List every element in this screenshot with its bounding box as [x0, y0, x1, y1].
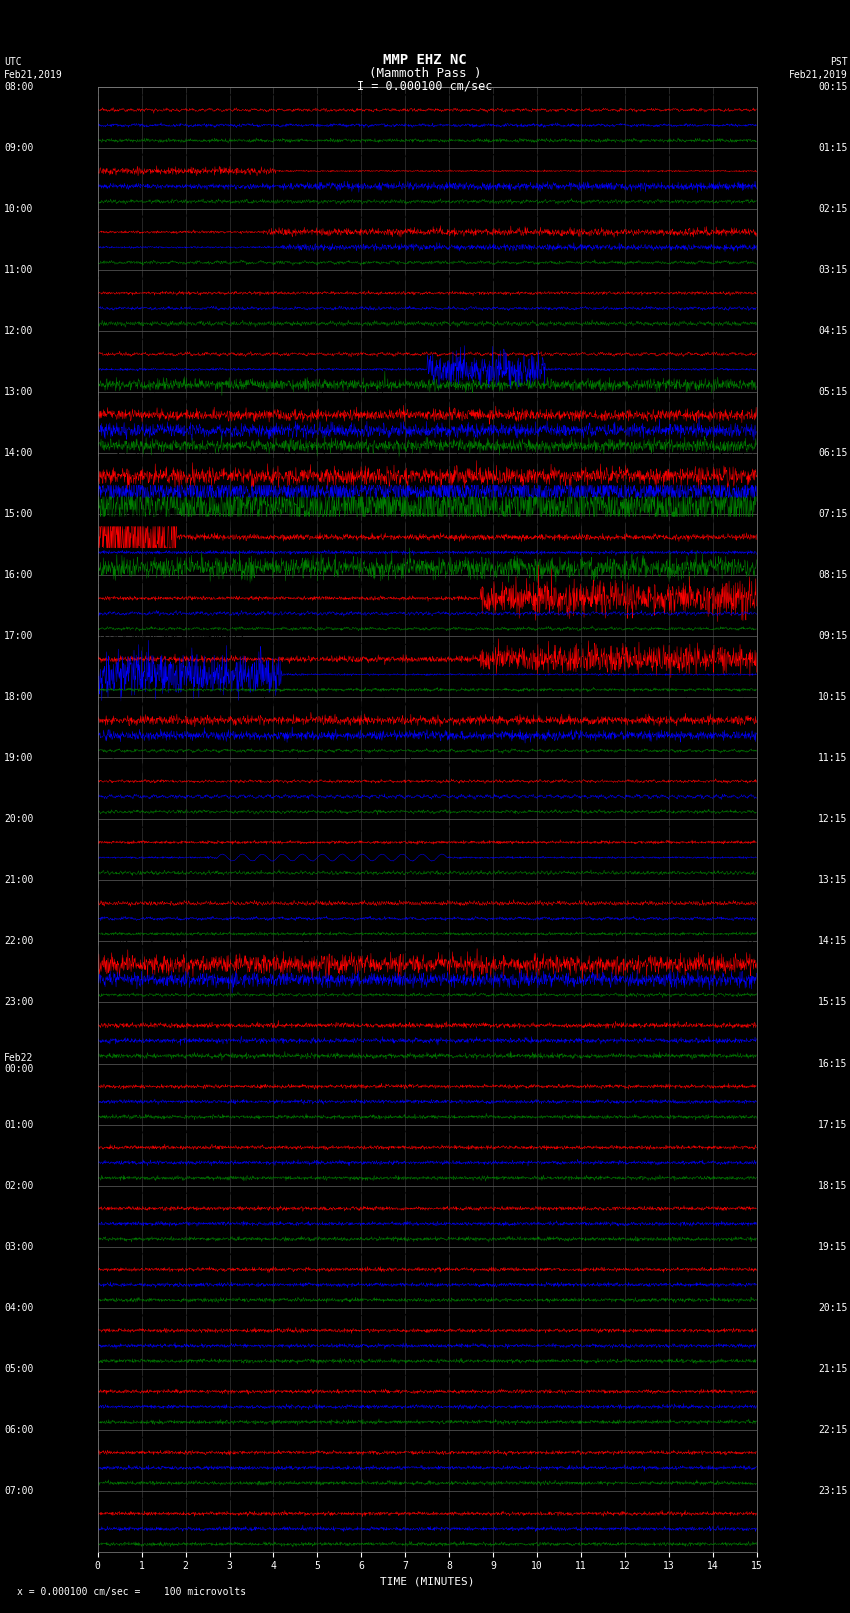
- Text: 10:15: 10:15: [818, 692, 847, 702]
- Text: 03:15: 03:15: [818, 265, 847, 276]
- Text: 02:00: 02:00: [4, 1181, 34, 1190]
- Text: Feb22
00:00: Feb22 00:00: [4, 1053, 34, 1074]
- Text: 15:00: 15:00: [4, 510, 34, 519]
- Text: 19:00: 19:00: [4, 753, 34, 763]
- Text: I = 0.000100 cm/sec: I = 0.000100 cm/sec: [357, 79, 493, 92]
- Text: 17:00: 17:00: [4, 631, 34, 642]
- Text: MMP EHZ NC: MMP EHZ NC: [383, 53, 467, 66]
- Text: 05:15: 05:15: [818, 387, 847, 397]
- Text: UTC: UTC: [4, 56, 22, 66]
- Text: 11:15: 11:15: [818, 753, 847, 763]
- Text: 13:15: 13:15: [818, 876, 847, 886]
- Text: 16:00: 16:00: [4, 571, 34, 581]
- Text: 09:15: 09:15: [818, 631, 847, 642]
- Text: 06:15: 06:15: [818, 448, 847, 458]
- Text: 23:15: 23:15: [818, 1486, 847, 1495]
- Text: PST: PST: [830, 56, 847, 66]
- Text: 21:00: 21:00: [4, 876, 34, 886]
- Text: 03:00: 03:00: [4, 1242, 34, 1252]
- Text: 16:15: 16:15: [818, 1058, 847, 1068]
- Text: 01:15: 01:15: [818, 144, 847, 153]
- Text: 20:00: 20:00: [4, 815, 34, 824]
- Text: 14:15: 14:15: [818, 937, 847, 947]
- Text: 08:00: 08:00: [4, 82, 34, 92]
- Text: 18:15: 18:15: [818, 1181, 847, 1190]
- Text: 19:15: 19:15: [818, 1242, 847, 1252]
- X-axis label: TIME (MINUTES): TIME (MINUTES): [380, 1578, 474, 1587]
- Text: 12:00: 12:00: [4, 326, 34, 336]
- Text: 04:00: 04:00: [4, 1303, 34, 1313]
- Text: 05:00: 05:00: [4, 1363, 34, 1374]
- Text: 18:00: 18:00: [4, 692, 34, 702]
- Text: 22:00: 22:00: [4, 937, 34, 947]
- Text: x = 0.000100 cm/sec =    100 microvolts: x = 0.000100 cm/sec = 100 microvolts: [17, 1587, 246, 1597]
- Text: 17:15: 17:15: [818, 1119, 847, 1129]
- Text: 07:15: 07:15: [818, 510, 847, 519]
- Text: 07:00: 07:00: [4, 1486, 34, 1495]
- Text: 13:00: 13:00: [4, 387, 34, 397]
- Text: 08:15: 08:15: [818, 571, 847, 581]
- Text: 15:15: 15:15: [818, 997, 847, 1008]
- Text: 04:15: 04:15: [818, 326, 847, 336]
- Text: (Mammoth Pass ): (Mammoth Pass ): [369, 66, 481, 79]
- Text: 10:00: 10:00: [4, 205, 34, 215]
- Text: 14:00: 14:00: [4, 448, 34, 458]
- Text: Feb21,2019: Feb21,2019: [4, 69, 63, 79]
- Text: 09:00: 09:00: [4, 144, 34, 153]
- Text: Feb21,2019: Feb21,2019: [789, 69, 847, 79]
- Text: 21:15: 21:15: [818, 1363, 847, 1374]
- Text: 06:00: 06:00: [4, 1424, 34, 1434]
- Text: 00:15: 00:15: [818, 82, 847, 92]
- Text: 22:15: 22:15: [818, 1424, 847, 1434]
- Text: 12:15: 12:15: [818, 815, 847, 824]
- Text: 20:15: 20:15: [818, 1303, 847, 1313]
- Text: 23:00: 23:00: [4, 997, 34, 1008]
- Text: 11:00: 11:00: [4, 265, 34, 276]
- Text: 01:00: 01:00: [4, 1119, 34, 1129]
- Text: 02:15: 02:15: [818, 205, 847, 215]
